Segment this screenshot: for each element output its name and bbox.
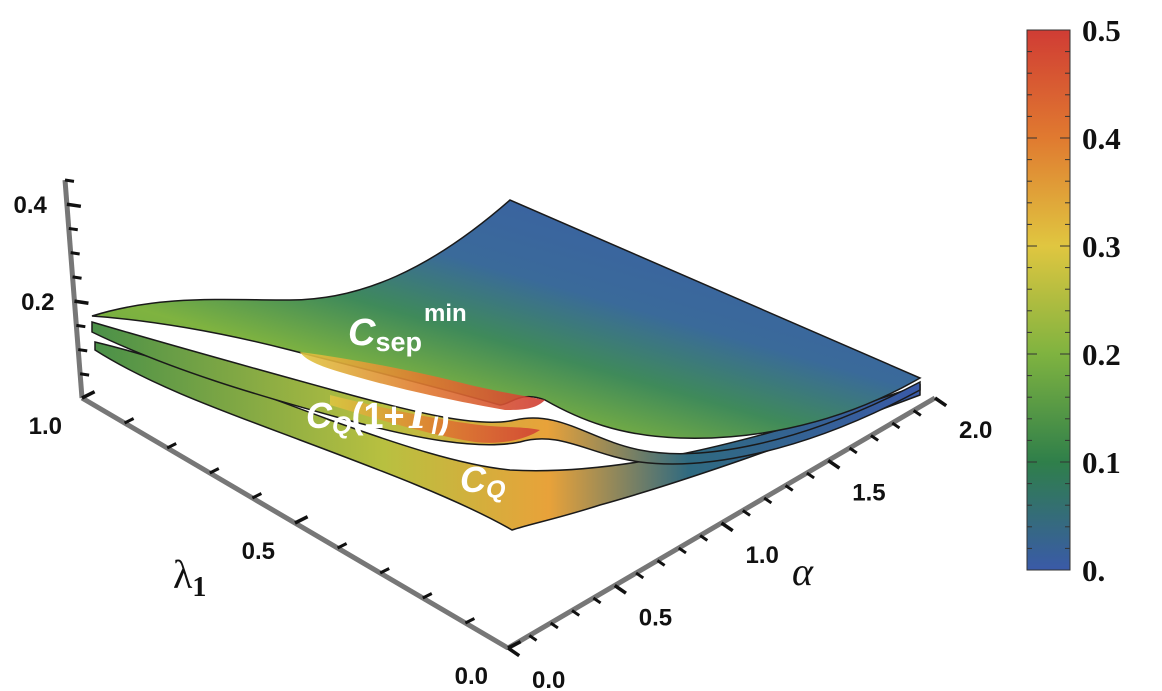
alpha-tick xyxy=(742,509,751,517)
colorbar-tick-labels: 0. 0.1 0.2 0.3 0.4 0.5 xyxy=(1082,13,1121,588)
alpha-tick xyxy=(763,496,773,505)
alpha-tick-label: 0.5 xyxy=(639,605,672,632)
z-tick xyxy=(70,251,80,256)
colorbar-tick-label: 0.3 xyxy=(1082,229,1121,264)
alpha-tick xyxy=(656,559,666,567)
alpha-tick xyxy=(827,459,841,470)
z-tick xyxy=(72,275,82,280)
z-axis-tick-labels: 0.2 0.4 xyxy=(14,192,55,316)
lambda1-tick xyxy=(379,567,390,575)
alpha-tick xyxy=(720,521,734,533)
alpha-tick xyxy=(806,471,815,480)
ridge-hotspot-lower xyxy=(330,395,540,443)
z-tick xyxy=(77,348,88,353)
alpha-tick xyxy=(891,421,901,430)
alpha-tick xyxy=(549,621,559,630)
colorbar: 0. 0.1 0.2 0.3 0.4 0.5 xyxy=(1026,13,1121,588)
z-axis-ticks xyxy=(64,178,90,377)
colorbar-minor-ticks xyxy=(1027,29,1070,571)
alpha-tick xyxy=(677,546,687,555)
ridge-hotspot xyxy=(300,352,545,410)
alpha-tick xyxy=(635,571,645,580)
lambda1-tick xyxy=(123,417,135,425)
z-tick-label: 0.4 xyxy=(14,192,48,219)
alpha-tick xyxy=(571,609,581,617)
lambda1-tick xyxy=(81,390,96,400)
lambda1-tick xyxy=(464,617,476,625)
lambda1-tick-label: 1.0 xyxy=(29,413,62,440)
lambda1-tick xyxy=(422,592,433,600)
surface-csep-min xyxy=(91,199,922,439)
alpha-tick-label: 1.5 xyxy=(852,480,885,507)
lambda1-axis-title: λ1 xyxy=(173,552,206,603)
alpha-tick xyxy=(870,434,879,442)
z-tick-label: 0.2 xyxy=(21,289,54,316)
z-tick xyxy=(76,323,86,329)
alpha-tick xyxy=(699,534,709,542)
alpha-axis-ticks xyxy=(507,396,948,658)
z-tick xyxy=(64,178,75,183)
lambda1-tick-label: 0.5 xyxy=(242,538,275,565)
alpha-tick xyxy=(592,596,602,605)
alpha-tick xyxy=(784,484,794,492)
lambda1-tick xyxy=(294,515,309,525)
colorbar-tick-label: 0.4 xyxy=(1082,121,1121,156)
lambda1-tick xyxy=(336,542,348,550)
lambda1-tick xyxy=(209,467,220,475)
surfaces xyxy=(91,199,922,531)
alpha-tick xyxy=(912,409,922,417)
lambda1-axis-ticks xyxy=(81,390,522,650)
colorbar-tick-label: 0. xyxy=(1082,553,1105,588)
z-tick xyxy=(68,226,79,232)
colorbar-tick-label: 0.2 xyxy=(1082,337,1121,372)
label-cq-tl: CQ(1+Tl) xyxy=(306,395,450,440)
lambda1-tick-label: 0.0 xyxy=(455,663,488,690)
z-tick xyxy=(66,202,82,209)
colorbar-tick-label: 0.1 xyxy=(1082,445,1121,480)
lambda1-tick xyxy=(251,492,263,500)
alpha-axis-tick-labels: 0.0 0.5 1.0 1.5 2.0 xyxy=(532,417,992,691)
alpha-tick xyxy=(528,634,538,642)
alpha-tick xyxy=(848,446,858,455)
lambda1-tick xyxy=(166,442,177,450)
label-csep-min: Csepmin xyxy=(348,300,467,357)
alpha-tick xyxy=(613,584,627,595)
alpha-tick xyxy=(507,646,521,658)
alpha-tick-label: 2.0 xyxy=(959,417,992,444)
alpha-tick-label: 1.0 xyxy=(746,542,779,569)
alpha-axis-title: α xyxy=(792,549,814,594)
lambda1-tick xyxy=(507,640,522,650)
label-cq: CQ xyxy=(460,459,506,504)
z-axis-line xyxy=(62,179,85,399)
z-tick xyxy=(79,372,90,377)
colorbar-gradient xyxy=(1026,29,1071,571)
alpha-tick-label: 0.0 xyxy=(532,667,565,691)
z-tick xyxy=(74,299,89,305)
surface-labels: Csepmin CQ(1+Tl) CQ xyxy=(306,300,506,504)
lambda1-axis-tick-labels: 0.0 0.5 1.0 xyxy=(29,413,488,690)
colorbar-tick-label: 0.5 xyxy=(1082,13,1121,48)
alpha-tick xyxy=(934,396,948,408)
